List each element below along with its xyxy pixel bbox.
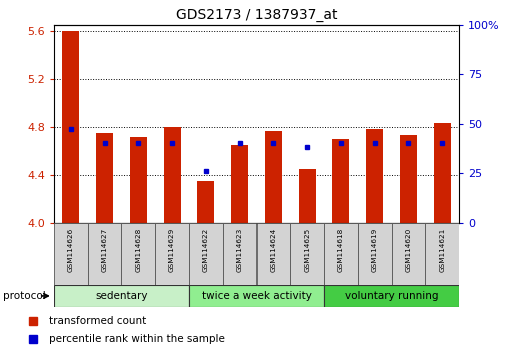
Bar: [130, 137, 147, 223]
Bar: [62, 31, 79, 223]
Text: GSM114627: GSM114627: [102, 228, 108, 272]
Bar: [223, 223, 256, 285]
Bar: [231, 145, 248, 223]
Bar: [366, 129, 383, 223]
Title: GDS2173 / 1387937_at: GDS2173 / 1387937_at: [176, 8, 337, 22]
Text: GSM114625: GSM114625: [304, 228, 310, 272]
Text: GSM114623: GSM114623: [236, 228, 243, 272]
Bar: [265, 131, 282, 223]
Bar: [332, 139, 349, 223]
Bar: [290, 223, 324, 285]
Text: voluntary running: voluntary running: [345, 291, 438, 301]
Text: GSM114619: GSM114619: [372, 228, 378, 272]
Bar: [425, 223, 459, 285]
Bar: [88, 223, 122, 285]
Text: GSM114626: GSM114626: [68, 228, 74, 272]
Text: GSM114628: GSM114628: [135, 228, 141, 272]
Text: GSM114620: GSM114620: [405, 228, 411, 272]
Bar: [434, 123, 451, 223]
Bar: [324, 285, 459, 307]
Text: twice a week activity: twice a week activity: [202, 291, 311, 301]
Bar: [324, 223, 358, 285]
Text: GSM114618: GSM114618: [338, 228, 344, 272]
Bar: [96, 133, 113, 223]
Text: transformed count: transformed count: [49, 316, 146, 326]
Bar: [189, 285, 324, 307]
Bar: [358, 223, 391, 285]
Bar: [155, 223, 189, 285]
Bar: [256, 223, 290, 285]
Bar: [198, 181, 214, 223]
Text: GSM114629: GSM114629: [169, 228, 175, 272]
Bar: [400, 135, 417, 223]
Bar: [189, 223, 223, 285]
Bar: [54, 223, 88, 285]
Text: percentile rank within the sample: percentile rank within the sample: [49, 334, 225, 344]
Text: GSM114624: GSM114624: [270, 228, 277, 272]
Bar: [391, 223, 425, 285]
Text: GSM114621: GSM114621: [439, 228, 445, 272]
Bar: [122, 223, 155, 285]
Text: protocol: protocol: [3, 291, 45, 301]
Bar: [299, 169, 315, 223]
Bar: [54, 285, 189, 307]
Bar: [164, 127, 181, 223]
Text: sedentary: sedentary: [95, 291, 148, 301]
Text: GSM114622: GSM114622: [203, 228, 209, 272]
